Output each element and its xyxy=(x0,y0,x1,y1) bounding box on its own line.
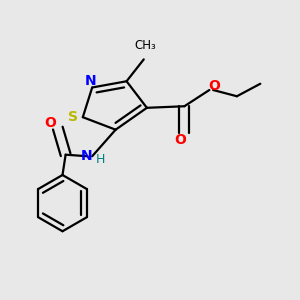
Text: O: O xyxy=(44,116,56,130)
Text: S: S xyxy=(68,110,78,124)
Text: N: N xyxy=(81,149,92,163)
Text: N: N xyxy=(85,74,96,88)
Text: O: O xyxy=(175,133,187,147)
Text: CH₃: CH₃ xyxy=(134,40,156,52)
Text: H: H xyxy=(95,153,105,166)
Text: O: O xyxy=(208,79,220,93)
